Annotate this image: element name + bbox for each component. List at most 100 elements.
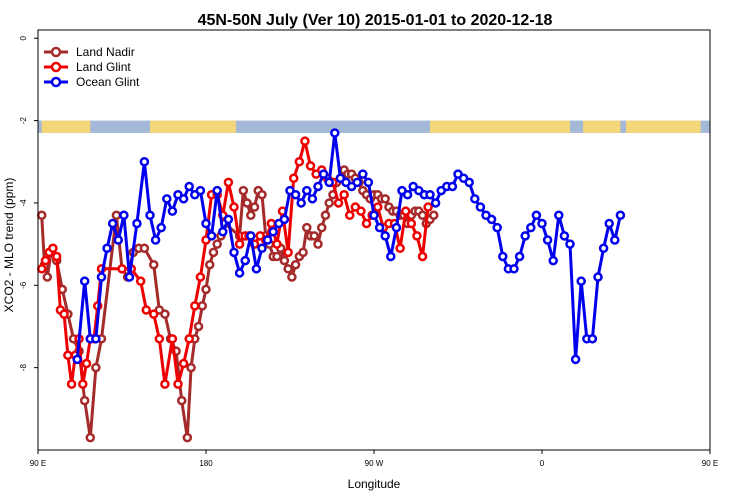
data-point xyxy=(470,194,480,204)
data-point xyxy=(598,243,609,253)
x-axis-label: Longitude xyxy=(348,477,401,491)
data-point xyxy=(548,255,558,266)
data-point xyxy=(195,185,206,196)
data-point xyxy=(91,362,101,373)
x-axis: 90 E 180 90 W 0 90 E xyxy=(30,450,718,468)
data-point xyxy=(262,235,273,245)
y-tick-label: -8 xyxy=(19,364,28,372)
data-point xyxy=(294,157,305,167)
data-point xyxy=(279,255,290,266)
map-band-land xyxy=(150,120,236,133)
legend-entry: Land Glint xyxy=(44,60,131,74)
data-point xyxy=(85,432,96,443)
data-point xyxy=(223,177,234,188)
data-point xyxy=(204,259,215,270)
data-point xyxy=(283,264,293,274)
data-point xyxy=(288,173,299,183)
data-point xyxy=(150,235,161,245)
data-point xyxy=(195,272,206,282)
data-point xyxy=(72,354,82,365)
data-point xyxy=(302,185,312,196)
data-point xyxy=(246,231,256,241)
data-point xyxy=(139,243,150,253)
data-point xyxy=(229,247,239,258)
y-axis: 0 -2 -4 -6 -8 xyxy=(19,35,38,371)
data-point xyxy=(279,214,290,225)
data-point xyxy=(290,259,301,270)
data-point xyxy=(167,206,178,216)
data-point xyxy=(257,243,267,253)
data-point xyxy=(425,189,435,200)
y-tick-label: -2 xyxy=(19,116,28,124)
data-point xyxy=(361,218,372,229)
data-point xyxy=(190,301,200,311)
data-point xyxy=(593,272,603,282)
legend-entry: Land Nadir xyxy=(44,45,135,59)
data-point xyxy=(374,222,385,233)
data-point xyxy=(91,334,101,344)
data-point xyxy=(48,243,58,253)
data-point xyxy=(145,210,155,221)
legend-label: Land Nadir xyxy=(76,45,135,59)
data-point xyxy=(298,247,308,258)
x-tick-label: 90 W xyxy=(365,459,384,468)
data-point xyxy=(167,334,178,344)
data-point xyxy=(576,276,586,286)
data-point xyxy=(156,222,166,233)
data-point xyxy=(201,218,211,229)
data-point xyxy=(176,395,187,406)
data-point xyxy=(316,222,327,233)
data-point xyxy=(283,247,293,258)
data-point xyxy=(107,218,118,229)
data-point xyxy=(117,264,127,274)
data-point xyxy=(305,161,316,171)
data-point xyxy=(423,202,433,212)
data-point xyxy=(36,210,47,221)
data-point xyxy=(380,194,390,204)
series-ocean-glint xyxy=(72,128,626,365)
data-point xyxy=(212,185,222,196)
x-tick-label: 0 xyxy=(540,459,545,468)
data-point xyxy=(160,379,170,389)
data-point xyxy=(184,181,194,192)
data-point xyxy=(257,189,267,200)
data-point xyxy=(313,239,323,249)
data-point xyxy=(135,276,146,286)
data-point xyxy=(417,210,428,221)
data-point xyxy=(417,251,428,262)
data-point xyxy=(141,305,152,315)
data-point xyxy=(287,272,297,282)
data-point xyxy=(249,202,260,212)
data-point xyxy=(526,222,536,233)
data-point xyxy=(395,243,405,253)
legend-label: Land Glint xyxy=(76,60,131,74)
data-point xyxy=(509,264,519,274)
data-point xyxy=(330,128,340,138)
data-point xyxy=(132,218,142,229)
data-point xyxy=(363,177,374,188)
data-point xyxy=(81,358,92,369)
map-band-land xyxy=(430,120,570,133)
data-point xyxy=(79,395,90,406)
map-band-land xyxy=(626,120,701,133)
data-point xyxy=(313,181,323,192)
data-point xyxy=(402,189,413,200)
data-point xyxy=(102,243,112,253)
data-point xyxy=(604,218,614,229)
plot-frame xyxy=(37,29,711,451)
data-point xyxy=(40,255,51,266)
data-point xyxy=(610,235,620,245)
data-point xyxy=(309,231,320,241)
y-tick-label: 0 xyxy=(19,35,28,40)
data-point xyxy=(208,247,219,258)
data-point xyxy=(358,169,368,179)
data-point xyxy=(372,202,383,212)
data-point xyxy=(412,231,422,241)
data-point xyxy=(197,301,208,311)
data-point xyxy=(428,210,439,221)
data-point xyxy=(182,432,193,443)
data-point xyxy=(324,177,334,188)
data-point xyxy=(356,206,366,216)
data-point xyxy=(400,206,411,216)
